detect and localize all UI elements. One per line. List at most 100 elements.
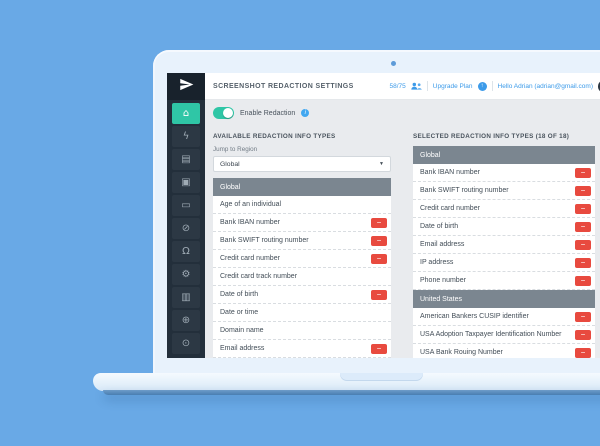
list-item[interactable]: Bank IBAN number − xyxy=(413,164,595,182)
send-plane-icon xyxy=(179,77,194,97)
list-item-label: Date of birth xyxy=(420,223,459,230)
remove-button[interactable]: − xyxy=(575,203,591,214)
available-panel: AVAILABLE REDACTION INFO TYPES Jump to R… xyxy=(213,133,391,358)
content-area: Enable Redaction i AVAILABLE REDACTION I… xyxy=(205,100,600,358)
toggle-knob xyxy=(223,108,233,118)
list-item-label: Bank IBAN number xyxy=(420,169,480,176)
list-item-label: Credit card number xyxy=(420,205,480,212)
list-item[interactable]: Date of birth − xyxy=(213,286,391,304)
remove-button[interactable]: − xyxy=(371,253,387,264)
list-item[interactable]: USA Adoption Taxpayer Identification Num… xyxy=(413,326,595,344)
remove-button[interactable]: − xyxy=(371,235,387,246)
app-header: SCREENSHOT REDACTION SETTINGS 58/75 Upgr… xyxy=(205,73,600,100)
remove-button[interactable]: − xyxy=(371,343,387,354)
region-dropdown-value: Global xyxy=(220,160,240,168)
app-window: ⌂ ϟ ▤ ▣ ▭ ⊘ Ω ⚙ ▥ ⊕ ⊙ SCREENSHOT REDACTION SETTING… xyxy=(167,73,600,358)
header-actions: 58/75 Upgrade Plan ↑ Hello Adrian (adria… xyxy=(389,79,600,93)
header-divider xyxy=(426,81,428,91)
upgrade-arrow-icon[interactable]: ↑ xyxy=(477,81,487,91)
list-item[interactable]: Domain name xyxy=(213,322,391,340)
remove-button[interactable]: − xyxy=(575,221,591,232)
list-item[interactable]: Credit card number − xyxy=(413,200,595,218)
available-heading: AVAILABLE REDACTION INFO TYPES xyxy=(213,133,336,140)
camera-icon[interactable]: ▣ xyxy=(172,172,200,193)
page-title: SCREENSHOT REDACTION SETTINGS xyxy=(213,82,354,90)
library-icon[interactable]: ▥ xyxy=(172,287,200,308)
list-item-label: USA Adoption Taxpayer Identification Num… xyxy=(420,331,562,338)
list-item[interactable]: Credit card number − xyxy=(213,250,391,268)
remove-button[interactable]: − xyxy=(575,329,591,340)
power-icon[interactable]: ⊙ xyxy=(172,333,200,354)
remove-button[interactable]: − xyxy=(575,257,591,268)
list-item-label: Date of birth xyxy=(220,291,259,298)
jump-to-region-label: Jump to Region xyxy=(213,146,258,153)
available-section-header: Global xyxy=(213,178,391,196)
list-item[interactable]: Credit card track number xyxy=(213,268,391,286)
settings-icon[interactable]: ⚙ xyxy=(172,264,200,285)
list-item-label: IP address xyxy=(420,259,454,266)
selected-heading: SELECTED REDACTION INFO TYPES (18 OF 18) xyxy=(413,133,570,140)
remove-button[interactable]: − xyxy=(575,185,591,196)
list-item[interactable]: Date or time xyxy=(213,304,391,322)
list-item-label: Phone number xyxy=(420,277,466,284)
toggle-label: Enable Redaction xyxy=(240,109,296,117)
remove-button[interactable]: − xyxy=(575,239,591,250)
webcam-dot xyxy=(391,61,396,66)
user-avatar[interactable] xyxy=(598,79,600,93)
main-area: SCREENSHOT REDACTION SETTINGS 58/75 Upgr… xyxy=(205,73,600,358)
user-greeting[interactable]: Hello Adrian (adrian@gmail.com) xyxy=(497,82,593,90)
remove-button[interactable]: − xyxy=(575,347,591,358)
list-item-label: Bank SWIFT routing number xyxy=(420,187,509,194)
list-item[interactable]: Age of an individual xyxy=(213,196,391,214)
available-list: Global Age of an individual Bank IBAN num… xyxy=(213,178,391,358)
remove-button[interactable]: − xyxy=(575,311,591,322)
list-item-label: Age of an individual xyxy=(220,201,282,208)
document-icon[interactable]: ▤ xyxy=(172,149,200,170)
header-divider xyxy=(491,81,493,91)
remove-button[interactable]: − xyxy=(575,275,591,286)
list-item-label: Email address xyxy=(220,345,265,352)
enable-redaction-row: Enable Redaction i xyxy=(213,107,310,119)
laptop-base-edge xyxy=(103,390,600,395)
logo[interactable] xyxy=(167,73,205,100)
usage-count: 58/75 xyxy=(389,82,406,90)
selected-section-header: Global xyxy=(413,146,595,164)
info-icon[interactable]: i xyxy=(301,109,310,117)
list-item-label: Credit card track number xyxy=(220,273,298,280)
laptop-screen: ⌂ ϟ ▤ ▣ ▭ ⊘ Ω ⚙ ▥ ⊕ ⊙ SCREENSHOT REDACTION SETTING… xyxy=(153,50,600,373)
laptop-base xyxy=(93,373,600,391)
list-item-label: Bank IBAN number xyxy=(220,219,280,226)
list-item[interactable]: Bank SWIFT routing number − xyxy=(213,232,391,250)
list-item[interactable]: Bank SWIFT routing number − xyxy=(413,182,595,200)
list-item[interactable]: Date of birth − xyxy=(413,218,595,236)
upgrade-plan-link[interactable]: Upgrade Plan xyxy=(432,82,473,90)
chat-icon[interactable]: ▭ xyxy=(172,195,200,216)
list-item[interactable]: USA Bank Rouing Number − xyxy=(413,344,595,358)
remove-button[interactable]: − xyxy=(371,289,387,300)
list-item[interactable]: Bank IBAN number − xyxy=(213,214,391,232)
list-item-label: Bank SWIFT routing number xyxy=(220,237,309,244)
home-icon[interactable]: ⌂ xyxy=(172,103,200,124)
remove-button[interactable]: − xyxy=(575,167,591,178)
sidebar-icon-list: ⌂ ϟ ▤ ▣ ▭ ⊘ Ω ⚙ ▥ ⊕ ⊙ xyxy=(167,100,205,354)
users-icon xyxy=(411,82,422,90)
block-icon[interactable]: ⊘ xyxy=(172,218,200,239)
list-item-label: Email address xyxy=(420,241,465,248)
remove-button[interactable]: − xyxy=(371,217,387,228)
list-item-label: Credit card number xyxy=(220,255,280,262)
list-item[interactable]: Phone number − xyxy=(413,272,595,290)
selected-list: Global Bank IBAN number − Bank SWIFT routin… xyxy=(413,146,595,358)
globe-icon[interactable]: ⊕ xyxy=(172,310,200,331)
selected-section-header: United States xyxy=(413,290,595,308)
flash-icon[interactable]: ϟ xyxy=(172,126,200,147)
sidebar: ⌂ ϟ ▤ ▣ ▭ ⊘ Ω ⚙ ▥ ⊕ ⊙ xyxy=(167,73,205,358)
list-item[interactable]: American Bankers CUSIP identifier − xyxy=(413,308,595,326)
list-item-label: Domain name xyxy=(220,327,264,334)
list-item[interactable]: Email address − xyxy=(413,236,595,254)
list-item[interactable]: IP address − xyxy=(413,254,595,272)
selected-panel: SELECTED REDACTION INFO TYPES (18 OF 18)… xyxy=(413,133,595,358)
enable-redaction-toggle[interactable] xyxy=(213,107,234,119)
region-dropdown[interactable]: Global ▼ xyxy=(213,156,391,172)
list-item[interactable]: Email address − xyxy=(213,340,391,358)
bell-icon[interactable]: Ω xyxy=(172,241,200,262)
